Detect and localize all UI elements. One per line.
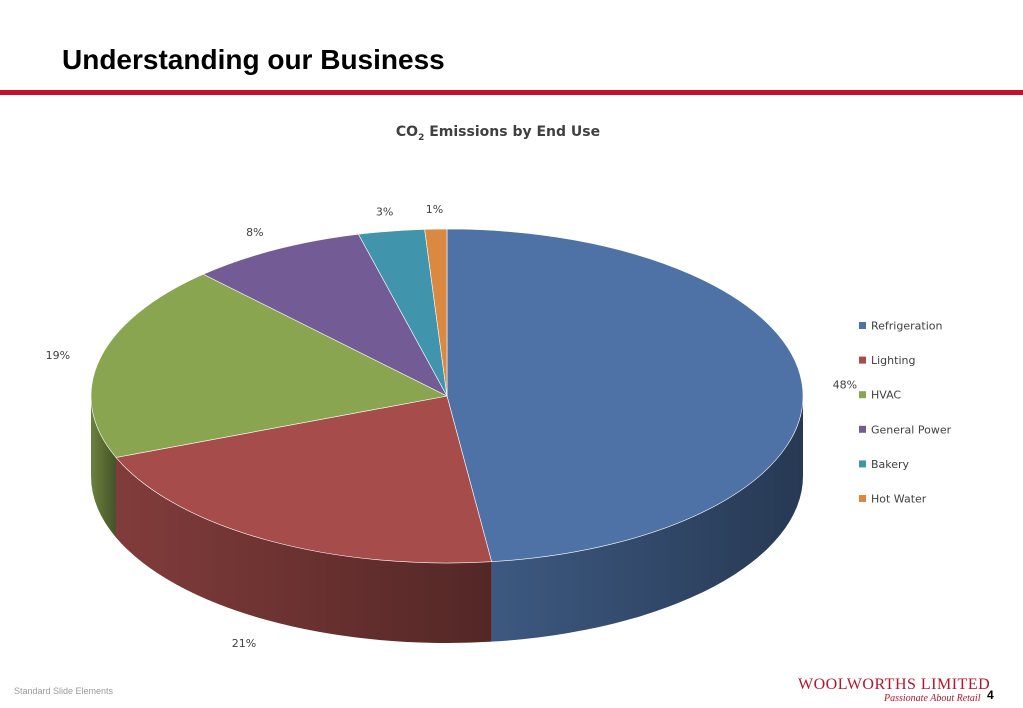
legend-item-general-power: General Power [859,423,952,436]
legend-item-hot-water: Hot Water [859,493,927,506]
pie-data-labels: 48% 21% 19% 8% 3% 1% [46,203,857,650]
pie-slices [90,228,804,564]
footer-text: Standard Slide Elements [14,686,114,696]
legend-label: Hot Water [871,493,927,506]
pie-slice-hvac [90,273,448,458]
pie-label-hot-water: 1% [426,203,443,216]
pie-label-bakery: 3% [376,205,393,218]
pie-side-refrigeration [491,396,804,642]
chart-title: CO2 Emissions by End Use [396,124,600,143]
legend-swatch [859,495,866,502]
pie-label-general-power: 8% [246,226,263,239]
pie-slice-hot-water [424,228,448,397]
chart-legend: Refrigeration Lighting HVAC General Power Ba… [859,320,952,506]
pie-3d-sides [91,396,804,644]
pie-slice-refrigeration [446,228,804,562]
logo-name: WOOLWORTHS LIMITED [798,676,991,693]
page-number: 4 [987,688,994,702]
legend-label: Bakery [871,458,910,471]
legend-label: Refrigeration [871,320,942,333]
logo-tagline: Passionate About Retail [884,693,981,704]
legend-swatch [859,391,866,399]
legend-item-lighting: Lighting [859,354,915,367]
pie-label-lighting: 21% [232,637,256,650]
legend-item-bakery: Bakery [859,458,910,471]
legend-label: General Power [871,423,952,436]
pie-label-refrigeration: 48% [833,378,857,391]
pie-label-hvac: 19% [46,349,70,362]
legend-label: Lighting [871,354,915,367]
legend-item-hvac: HVAC [859,389,901,402]
legend-swatch [859,460,866,468]
legend-swatch [859,356,866,364]
legend-item-refrigeration: Refrigeration [859,320,942,333]
title-divider [0,90,1023,95]
legend-swatch [859,322,866,329]
company-logo: WOOLWORTHS LIMITED Passionate About Reta… [798,676,991,704]
legend-label: HVAC [871,389,901,402]
slide-title: Understanding our Business [62,44,445,75]
pie-slice-lighting [115,395,493,564]
legend-swatch [859,425,866,433]
pie-slice-general-power [202,233,448,397]
pie-side-lighting [115,457,492,644]
pie-side-hvac [91,396,116,538]
